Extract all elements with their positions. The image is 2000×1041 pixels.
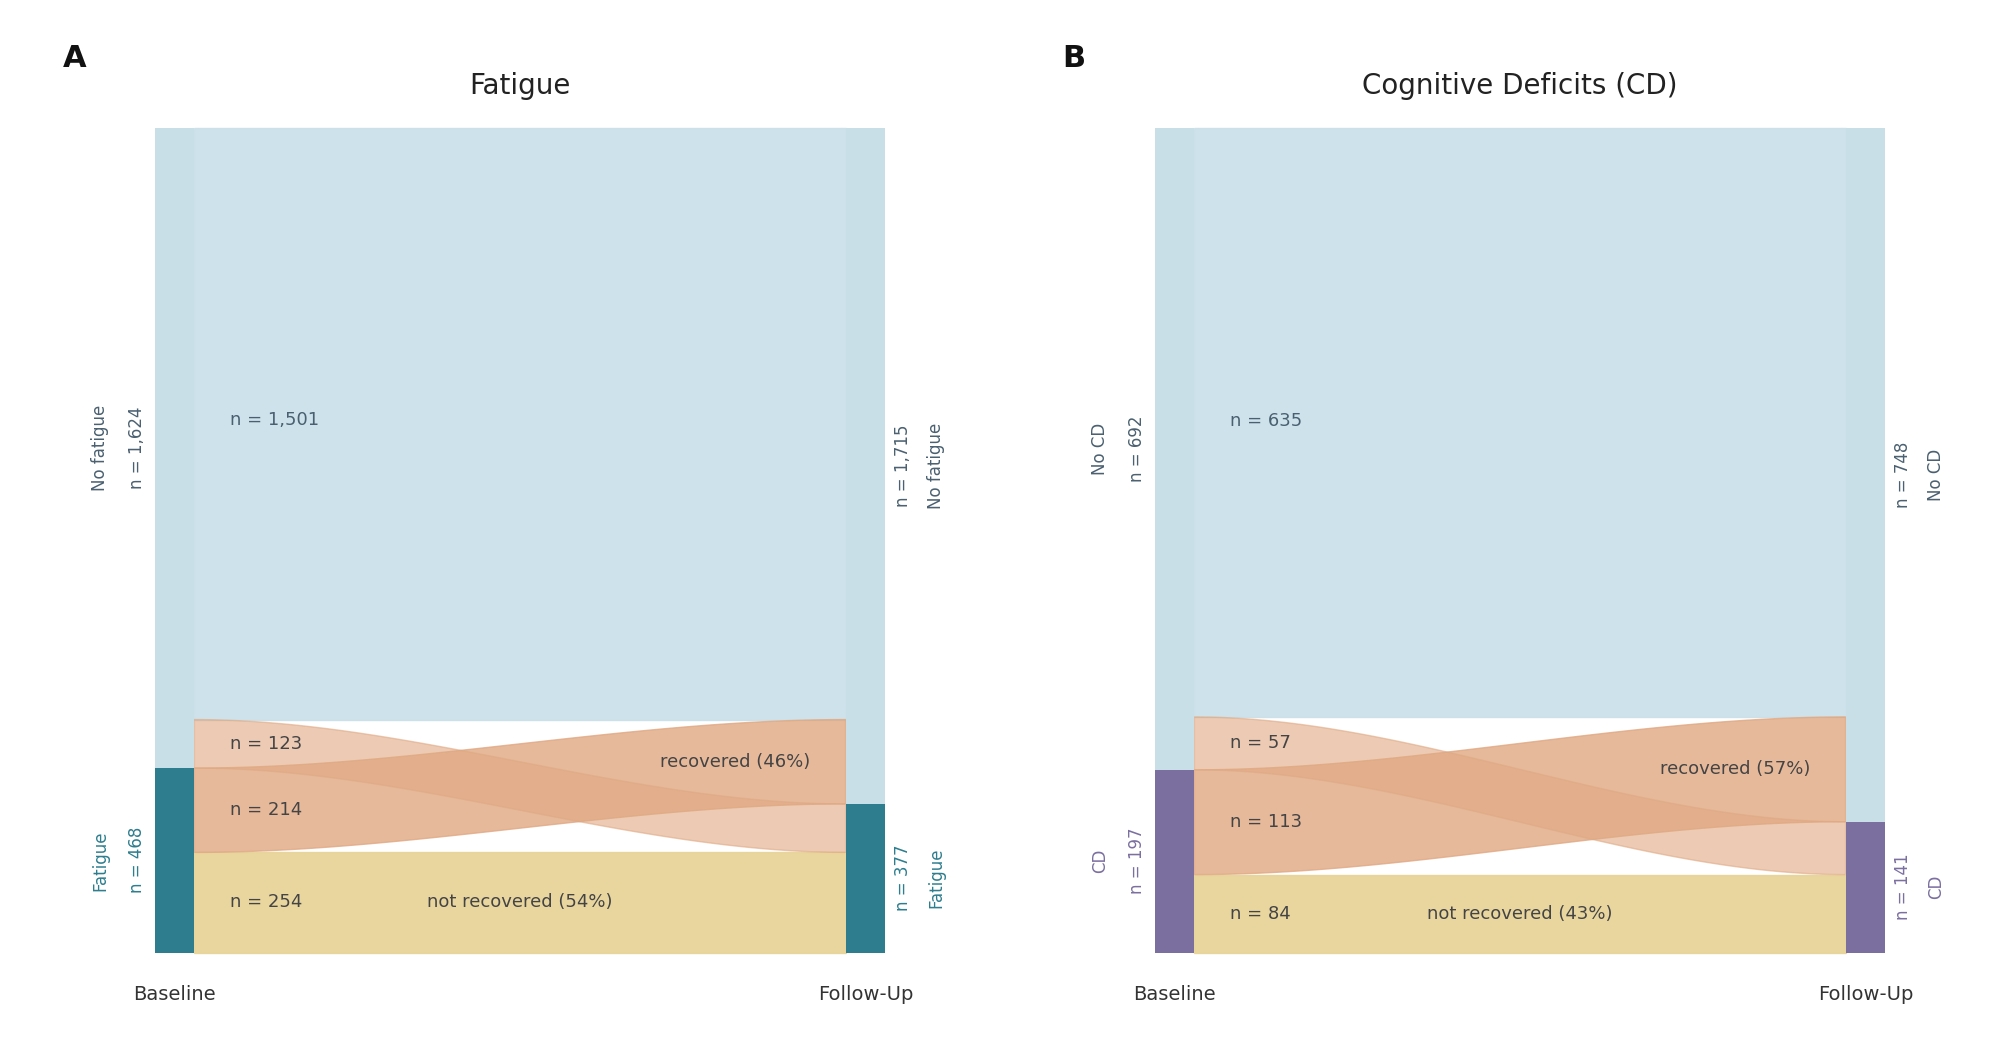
Text: No fatigue: No fatigue xyxy=(92,405,110,491)
Polygon shape xyxy=(194,853,846,953)
Text: Follow-Up: Follow-Up xyxy=(1818,985,1914,1005)
Text: B: B xyxy=(1062,44,1086,73)
Text: recovered (46%): recovered (46%) xyxy=(660,753,810,770)
Text: Fatigue: Fatigue xyxy=(928,848,946,909)
Text: No CD: No CD xyxy=(1928,449,1946,501)
Text: n = 1,715: n = 1,715 xyxy=(894,425,912,507)
Text: n = 197: n = 197 xyxy=(1128,828,1146,894)
Bar xyxy=(154,768,194,953)
Polygon shape xyxy=(1194,717,1846,874)
Bar xyxy=(154,128,194,768)
Text: n = 254: n = 254 xyxy=(230,893,302,912)
Bar xyxy=(846,128,886,804)
Text: recovered (57%): recovered (57%) xyxy=(1660,760,1810,779)
Polygon shape xyxy=(194,719,846,853)
Bar xyxy=(846,804,886,953)
Text: n = 84: n = 84 xyxy=(1230,905,1290,922)
Polygon shape xyxy=(1194,128,1846,717)
Text: n = 748: n = 748 xyxy=(1894,441,1912,508)
Polygon shape xyxy=(194,719,846,853)
Text: n = 1,624: n = 1,624 xyxy=(128,407,146,489)
Text: No fatigue: No fatigue xyxy=(928,423,946,509)
Text: A: A xyxy=(62,44,86,73)
Text: Baseline: Baseline xyxy=(134,985,216,1005)
Bar xyxy=(1846,128,1886,821)
Text: not recovered (43%): not recovered (43%) xyxy=(1428,905,1612,922)
Text: n = 635: n = 635 xyxy=(1230,412,1302,430)
Text: CD: CD xyxy=(1092,849,1110,873)
Text: not recovered (54%): not recovered (54%) xyxy=(428,893,612,912)
Text: n = 214: n = 214 xyxy=(230,802,302,819)
Text: No CD: No CD xyxy=(1092,423,1110,475)
Polygon shape xyxy=(194,128,846,719)
Bar xyxy=(1154,769,1194,953)
Text: n = 692: n = 692 xyxy=(1128,415,1146,482)
Polygon shape xyxy=(1194,717,1846,874)
Text: Fatigue: Fatigue xyxy=(92,830,110,890)
Text: CD: CD xyxy=(1928,874,1946,899)
Polygon shape xyxy=(1194,874,1846,953)
Text: n = 141: n = 141 xyxy=(1894,854,1912,920)
Text: Baseline: Baseline xyxy=(1134,985,1216,1005)
Bar xyxy=(1154,128,1194,769)
Text: n = 1,501: n = 1,501 xyxy=(230,411,318,429)
Text: n = 468: n = 468 xyxy=(128,828,146,893)
Text: n = 123: n = 123 xyxy=(230,735,302,753)
Text: n = 57: n = 57 xyxy=(1230,734,1290,753)
Text: Fatigue: Fatigue xyxy=(470,72,570,100)
Bar xyxy=(1846,821,1886,953)
Text: Cognitive Deficits (CD): Cognitive Deficits (CD) xyxy=(1362,72,1678,100)
Text: n = 377: n = 377 xyxy=(894,845,912,912)
Text: Follow-Up: Follow-Up xyxy=(818,985,914,1005)
Text: n = 113: n = 113 xyxy=(1230,813,1302,831)
